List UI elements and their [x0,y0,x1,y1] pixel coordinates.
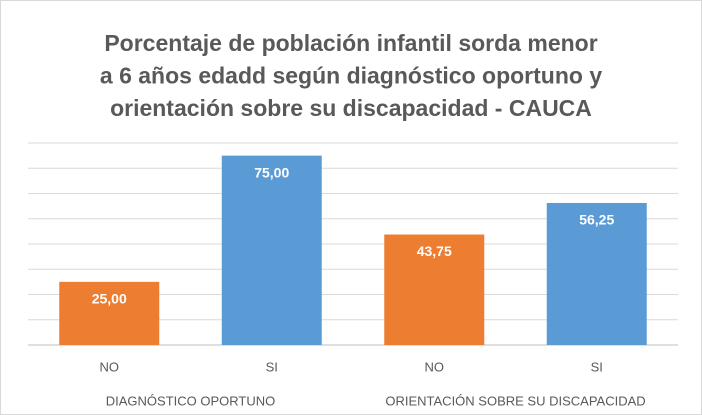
bar [546,202,647,345]
bar [221,155,322,345]
chart-title: orientación sobre su discapacidad - CAUC… [110,95,592,121]
chart-title: a 6 años edadd según diagnóstico oportun… [100,63,602,89]
value-label: 56,25 [579,212,614,228]
value-label: 43,75 [417,243,452,259]
group-label: ORIENTACIÓN SOBRE SU DISCAPACIDAD [385,393,645,408]
x-tick-label: NO [425,359,445,374]
chart-title: Porcentaje de población infantil sorda m… [104,30,597,56]
value-label: 75,00 [254,164,289,180]
bar [384,234,485,345]
bar [59,281,160,345]
x-tick-label: NO [100,359,120,374]
x-tick-label: SI [591,359,603,374]
value-label: 25,00 [92,291,127,307]
group-label: DIAGNÓSTICO OPORTUNO [106,393,276,408]
x-tick-label: SI [266,359,278,374]
